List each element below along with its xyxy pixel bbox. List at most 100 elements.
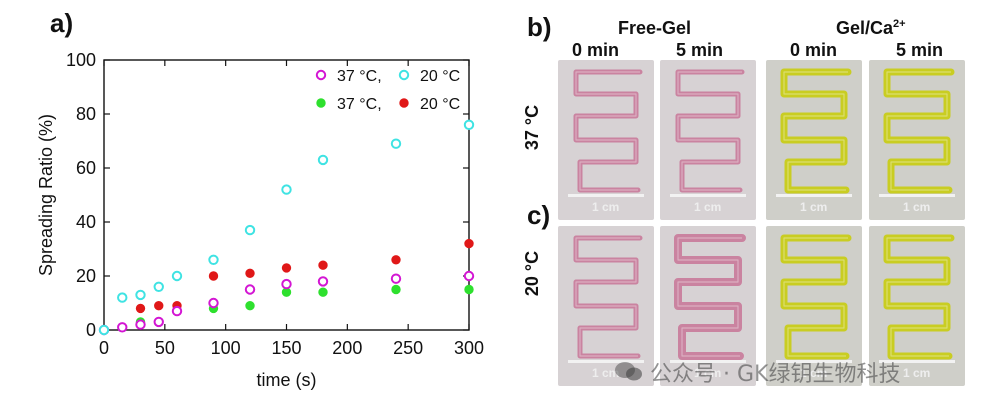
photo-ca-37-5min	[869, 60, 965, 220]
scale-bar	[879, 360, 955, 363]
scale-bar	[670, 194, 746, 197]
data-point	[135, 289, 146, 301]
panel-a-label: a)	[50, 8, 74, 38]
y-tick-label: 20	[76, 266, 96, 286]
y-tick-label: 100	[66, 50, 96, 70]
legend-label: 20 °C	[420, 68, 460, 85]
data-point	[171, 270, 183, 282]
data-point	[245, 268, 255, 278]
serpentine-gel-trace	[780, 68, 852, 194]
scale-bar-label: 1 cm	[903, 366, 931, 380]
scale-bar	[879, 194, 955, 197]
x-tick-label: 200	[332, 338, 362, 358]
data-point	[117, 292, 128, 303]
legend-marker	[316, 98, 326, 108]
legend-marker	[398, 69, 410, 81]
serpentine-gel-trace	[675, 69, 745, 193]
x-axis-label: time (s)	[257, 370, 317, 390]
serpentine-gel-trace	[573, 69, 643, 193]
x-tick-label: 50	[155, 338, 175, 358]
scale-bar-label: 1 cm	[903, 200, 931, 214]
scale-bar	[670, 360, 746, 363]
serpentine-gel-trace	[674, 234, 746, 360]
photo-free-20-5min	[660, 226, 756, 386]
col-label-ca-5min: 5 min	[896, 40, 944, 60]
col-label-free-5min: 5 min	[676, 40, 724, 60]
col-label-ca-0min: 0 min	[790, 40, 838, 60]
legend-label: 20 °C	[420, 96, 460, 113]
data-point	[98, 324, 110, 336]
data-point	[244, 224, 256, 236]
data-point	[317, 154, 329, 166]
y-axis-label: Spreading Ratio (%)	[36, 114, 56, 276]
wechat-logo-icon	[615, 362, 642, 381]
data-point	[154, 301, 164, 311]
y-tick-label: 60	[76, 158, 96, 178]
row-label-20c: 20 °C	[522, 250, 543, 297]
x-tick-label: 0	[99, 338, 109, 358]
data-point	[318, 260, 328, 270]
data-point	[208, 297, 219, 309]
photo-free-37-0min	[558, 60, 654, 220]
data-point	[281, 263, 292, 273]
data-point	[135, 319, 146, 330]
scale-bar-label: 1 cm	[800, 366, 828, 380]
data-point	[390, 138, 402, 149]
serpentine-gel-trace	[780, 234, 852, 360]
serpentine-gel-trace	[573, 235, 643, 359]
serpentine-gel-trace	[883, 234, 955, 360]
data-point	[208, 271, 219, 281]
data-point	[171, 305, 183, 317]
serpentine-gel-trace	[883, 68, 955, 194]
watermark-text: 公众号 · GK绿钥生物科技	[650, 362, 901, 387]
header-gel-ca-sup: 2+	[893, 18, 906, 30]
scale-bar-label: 1 cm	[592, 200, 620, 214]
panel-b-label: b)	[527, 12, 552, 42]
y-tick-label: 0	[86, 320, 96, 340]
scale-bar	[776, 194, 852, 197]
data-point	[281, 184, 292, 195]
scale-bar-label: 1 cm	[694, 366, 722, 380]
data-point	[464, 238, 474, 249]
x-tick-label: 300	[454, 338, 484, 358]
data-point	[318, 287, 328, 297]
legend-marker	[315, 69, 327, 81]
data-point	[244, 284, 256, 295]
data-point	[463, 270, 475, 282]
y-tick-label: 40	[76, 212, 96, 232]
y-tick-label: 80	[76, 104, 96, 124]
data-point	[153, 281, 164, 292]
data-point	[390, 273, 402, 284]
photo-free-37-5min	[660, 60, 756, 220]
data-point	[117, 322, 128, 333]
x-tick-label: 100	[211, 338, 241, 358]
data-point	[281, 278, 292, 290]
data-point	[153, 316, 164, 328]
col-label-free-0min: 0 min	[572, 40, 620, 60]
legend-label: 37 °C,	[337, 68, 382, 85]
legend-marker	[399, 98, 409, 108]
x-tick-label: 150	[271, 338, 301, 358]
scale-bar	[568, 194, 644, 197]
x-tick-label: 250	[393, 338, 423, 358]
scale-bar-label: 1 cm	[592, 366, 620, 380]
legend-label: 37 °C,	[337, 96, 382, 113]
data-point	[135, 303, 146, 314]
panel-c-label: c)	[527, 200, 551, 230]
scale-bar	[568, 360, 644, 363]
header-gel-ca: Gel/Ca2+	[836, 18, 906, 38]
data-point	[317, 276, 329, 287]
scale-bar-label: 1 cm	[800, 200, 828, 214]
scale-bar	[776, 360, 852, 363]
data-point	[463, 119, 475, 131]
scale-bar-label: 1 cm	[694, 200, 722, 214]
photo-free-20-0min	[558, 226, 654, 386]
data-point	[391, 255, 401, 265]
spreading-ratio-chart: 0 50 100 150 200 250 300 0 20 40 60 80 100 time (s) Sp…	[36, 50, 484, 390]
data-point	[464, 284, 474, 295]
data-point	[208, 254, 219, 265]
photo-ca-37-0min	[766, 60, 862, 220]
header-free-gel: Free-Gel	[618, 18, 692, 38]
data-point	[391, 284, 401, 295]
photo-ca-20-5min	[869, 226, 965, 386]
